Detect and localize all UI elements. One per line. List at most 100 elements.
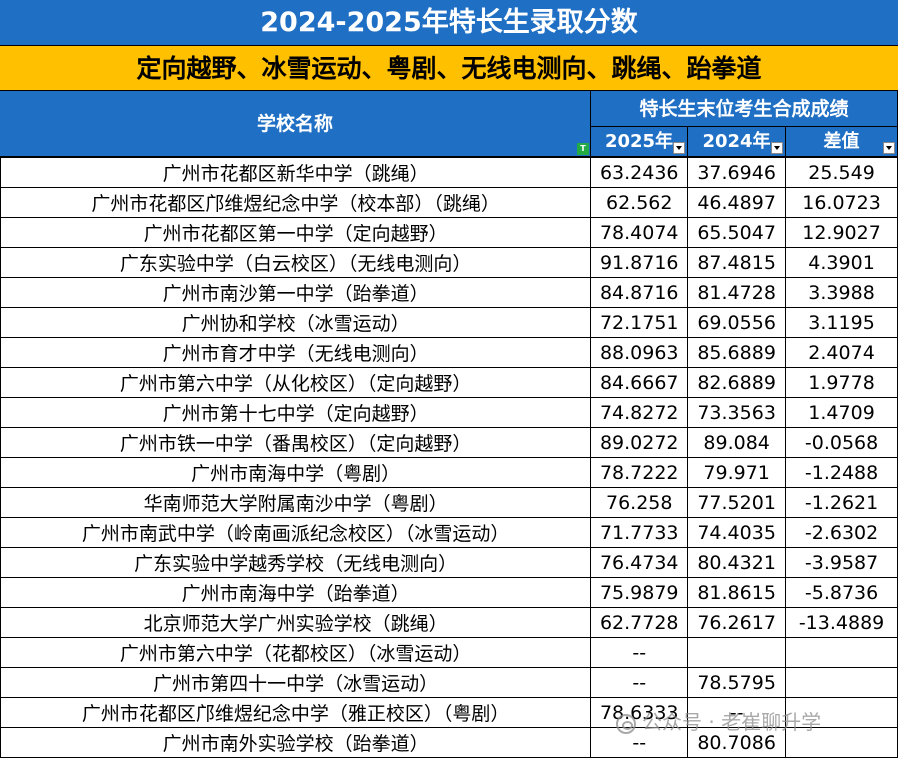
score-2025-cell[interactable]: 78.7222 bbox=[590, 457, 689, 488]
school-cell[interactable]: 广州市第六中学（花都校区）（冰雪运动） bbox=[0, 637, 592, 668]
score-2025-cell[interactable]: 62.562 bbox=[590, 187, 689, 218]
score-2025-cell[interactable]: 71.7733 bbox=[590, 517, 689, 548]
score-2024-cell[interactable]: 81.4728 bbox=[687, 277, 787, 308]
score-2024-cell[interactable]: 81.8615 bbox=[687, 577, 787, 608]
diff-cell[interactable]: 3.3988 bbox=[785, 277, 898, 308]
score-2024-cell[interactable]: 80.4321 bbox=[687, 547, 787, 578]
header-2025-label: 2025年 bbox=[604, 131, 674, 152]
table-row: 广州市育才中学（无线电测向） 88.0963 85.6889 2.4074 bbox=[0, 337, 898, 368]
school-cell[interactable]: 广州市第四十一中学（冰雪运动） bbox=[0, 667, 592, 698]
school-cell[interactable]: 广东实验中学越秀学校（无线电测向） bbox=[0, 547, 592, 578]
diff-cell[interactable]: -3.9587 bbox=[785, 547, 898, 578]
school-cell[interactable]: 广州市花都区邝维煜纪念中学（校本部）（跳绳） bbox=[0, 187, 592, 218]
score-2025-cell[interactable]: 76.4734 bbox=[590, 547, 689, 578]
table-row: 广州市南海中学（跆拳道） 75.9879 81.8615 -5.8736 bbox=[0, 577, 898, 608]
score-2024-cell[interactable]: 77.5201 bbox=[687, 487, 787, 518]
score-2025-cell[interactable]: 84.6667 bbox=[590, 367, 689, 398]
diff-cell[interactable]: -13.4889 bbox=[785, 607, 898, 638]
score-2025-cell[interactable]: -- bbox=[590, 727, 689, 758]
score-2024-cell[interactable]: 65.5047 bbox=[687, 217, 787, 248]
score-2024-cell[interactable]: 85.6889 bbox=[687, 337, 787, 368]
school-cell[interactable]: 华南师范大学附属南沙中学（粤剧） bbox=[0, 487, 592, 518]
table-row: 广州市花都区邝维煜纪念中学（校本部）（跳绳） 62.562 46.4897 16.07… bbox=[0, 187, 898, 218]
school-cell[interactable]: 广东实验中学（白云校区）（无线电测向） bbox=[0, 247, 592, 278]
school-cell[interactable]: 北京师范大学广州实验学校（跳绳） bbox=[0, 607, 592, 638]
score-2025-cell[interactable]: 74.8272 bbox=[590, 397, 689, 428]
header-score-group: 特长生末位考生合成成绩 bbox=[591, 91, 898, 127]
school-cell[interactable]: 广州市花都区新华中学（跳绳） bbox=[0, 157, 592, 188]
score-2025-cell[interactable]: 91.8716 bbox=[590, 247, 689, 278]
score-2024-cell[interactable]: 69.0556 bbox=[687, 307, 787, 338]
score-2025-cell[interactable]: 78.4074 bbox=[590, 217, 689, 248]
diff-cell[interactable]: 1.9778 bbox=[785, 367, 898, 398]
table-row: 广州协和学校（冰雪运动） 72.1751 69.0556 3.1195 bbox=[0, 307, 898, 338]
school-cell[interactable]: 广州市花都区第一中学（定向越野） bbox=[0, 217, 592, 248]
score-2024-cell[interactable]: 89.084 bbox=[687, 427, 787, 458]
diff-cell[interactable]: -5.8736 bbox=[785, 577, 898, 608]
filter-dropdown-icon[interactable] bbox=[771, 142, 783, 154]
table-row: 北京师范大学广州实验学校（跳绳） 62.7728 76.2617 -13.4889 bbox=[0, 607, 898, 638]
header-diff: 差值 bbox=[786, 127, 898, 157]
score-2025-cell[interactable]: -- bbox=[590, 667, 689, 698]
score-2024-cell[interactable]: 76.2617 bbox=[687, 607, 787, 638]
score-2025-cell[interactable]: 84.8716 bbox=[590, 277, 689, 308]
diff-cell[interactable]: -2.6302 bbox=[785, 517, 898, 548]
school-cell[interactable]: 广州市花都区邝维煜纪念中学（雅正校区）（粤剧） bbox=[0, 697, 592, 728]
table-row: 广州市花都区第一中学（定向越野） 78.4074 65.5047 12.9027 bbox=[0, 217, 898, 248]
score-2024-cell[interactable] bbox=[687, 637, 787, 668]
score-2025-cell[interactable]: 76.258 bbox=[590, 487, 689, 518]
diff-cell[interactable] bbox=[785, 667, 898, 698]
score-2025-cell[interactable]: 72.1751 bbox=[590, 307, 689, 338]
school-cell[interactable]: 广州协和学校（冰雪运动） bbox=[0, 307, 592, 338]
score-2024-cell[interactable]: 78.5795 bbox=[687, 667, 787, 698]
school-cell[interactable]: 广州市育才中学（无线电测向） bbox=[0, 337, 592, 368]
school-cell[interactable]: 广州市南沙第一中学（跆拳道） bbox=[0, 277, 592, 308]
diff-cell[interactable]: 3.1195 bbox=[785, 307, 898, 338]
diff-cell[interactable] bbox=[785, 727, 898, 758]
score-2025-cell[interactable]: 88.0963 bbox=[590, 337, 689, 368]
diff-cell[interactable]: 12.9027 bbox=[785, 217, 898, 248]
filter-dropdown-icon[interactable] bbox=[883, 142, 895, 154]
score-2024-cell[interactable]: 80.7086 bbox=[687, 727, 787, 758]
school-cell[interactable]: 广州市南武中学（岭南画派纪念校区）（冰雪运动） bbox=[0, 517, 592, 548]
school-cell[interactable]: 广州市第十七中学（定向越野） bbox=[0, 397, 592, 428]
score-2025-cell[interactable]: 89.0272 bbox=[590, 427, 689, 458]
table-row: 广州市南沙第一中学（跆拳道） 84.8716 81.4728 3.3988 bbox=[0, 277, 898, 308]
diff-cell[interactable]: 16.0723 bbox=[785, 187, 898, 218]
diff-cell[interactable] bbox=[785, 637, 898, 668]
score-2024-cell[interactable]: 73.3563 bbox=[687, 397, 787, 428]
header-2025: 2025年 bbox=[591, 127, 688, 157]
diff-cell[interactable]: 2.4074 bbox=[785, 337, 898, 368]
school-cell[interactable]: 广州市南外实验学校（跆拳道） bbox=[0, 727, 592, 758]
score-2025-cell[interactable]: 75.9879 bbox=[590, 577, 689, 608]
diff-cell[interactable]: 25.549 bbox=[785, 157, 898, 188]
diff-cell[interactable]: 1.4709 bbox=[785, 397, 898, 428]
score-2024-cell[interactable]: 46.4897 bbox=[687, 187, 787, 218]
table-row: 广州市南外实验学校（跆拳道） -- 80.7086 bbox=[0, 727, 898, 758]
score-2024-cell[interactable]: 74.4035 bbox=[687, 517, 787, 548]
diff-cell[interactable]: -1.2488 bbox=[785, 457, 898, 488]
header-2024: 2024年 bbox=[688, 127, 786, 157]
filter-dropdown-icon[interactable] bbox=[673, 142, 685, 154]
school-cell[interactable]: 广州市第六中学（从化校区）（定向越野） bbox=[0, 367, 592, 398]
table-row: 广东实验中学越秀学校（无线电测向） 76.4734 80.4321 -3.9587 bbox=[0, 547, 898, 578]
diff-cell[interactable]: -1.2621 bbox=[785, 487, 898, 518]
score-2024-cell[interactable]: 37.6946 bbox=[687, 157, 787, 188]
score-2024-cell[interactable]: 87.4815 bbox=[687, 247, 787, 278]
table-row: 广州市第四十一中学（冰雪运动） -- 78.5795 bbox=[0, 667, 898, 698]
table-row: 广州市花都区邝维煜纪念中学（雅正校区）（粤剧） 78.6333 -- bbox=[0, 697, 898, 728]
diff-cell[interactable] bbox=[785, 697, 898, 728]
wechat-icon bbox=[616, 713, 636, 734]
school-cell[interactable]: 广州市铁一中学（番禺校区）（定向越野） bbox=[0, 427, 592, 458]
score-2024-cell[interactable]: 79.971 bbox=[687, 457, 787, 488]
score-2025-cell[interactable]: 63.2436 bbox=[590, 157, 689, 188]
score-2025-cell[interactable]: 62.7728 bbox=[590, 607, 689, 638]
school-cell[interactable]: 广州市南海中学（粤剧） bbox=[0, 457, 592, 488]
diff-cell[interactable]: 4.3901 bbox=[785, 247, 898, 278]
table-row: 广州市南武中学（岭南画派纪念校区）（冰雪运动） 71.7733 74.4035 -2.… bbox=[0, 517, 898, 548]
diff-cell[interactable]: -0.0568 bbox=[785, 427, 898, 458]
filter-applied-icon[interactable]: T bbox=[577, 143, 589, 155]
score-2024-cell[interactable]: 82.6889 bbox=[687, 367, 787, 398]
score-2025-cell[interactable]: -- bbox=[590, 637, 689, 668]
school-cell[interactable]: 广州市南海中学（跆拳道） bbox=[0, 577, 592, 608]
